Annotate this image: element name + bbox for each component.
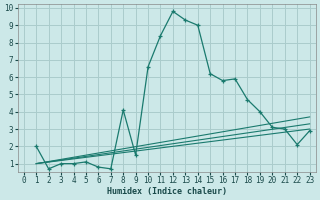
- X-axis label: Humidex (Indice chaleur): Humidex (Indice chaleur): [107, 187, 227, 196]
